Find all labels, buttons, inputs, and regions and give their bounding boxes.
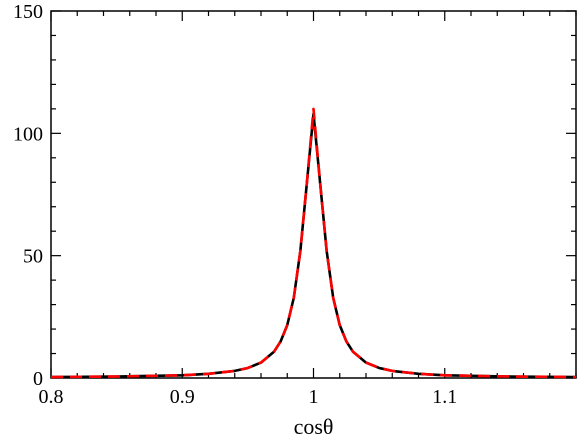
y-tick-label: 50 [23,246,43,268]
y-tick-label: 0 [33,368,43,390]
x-tick-label: 0.8 [39,386,64,408]
axis-ticks [50,10,577,379]
x-tick-label: 1.1 [432,386,457,408]
y-tick-label: 150 [13,1,43,23]
series-line-dashed-red [50,107,577,379]
y-tick-label: 100 [13,123,43,145]
series-line-solid-black [50,112,577,379]
axis-tick-labels: 0.8 0.9 1 1.1 0 50 100 150 [13,1,457,408]
plot-frame [50,10,577,379]
x-tick-label: 0.9 [170,386,195,408]
x-axis-label: cosθ [294,414,334,439]
series-layer [50,107,577,379]
x-tick-label: 1 [309,386,319,408]
